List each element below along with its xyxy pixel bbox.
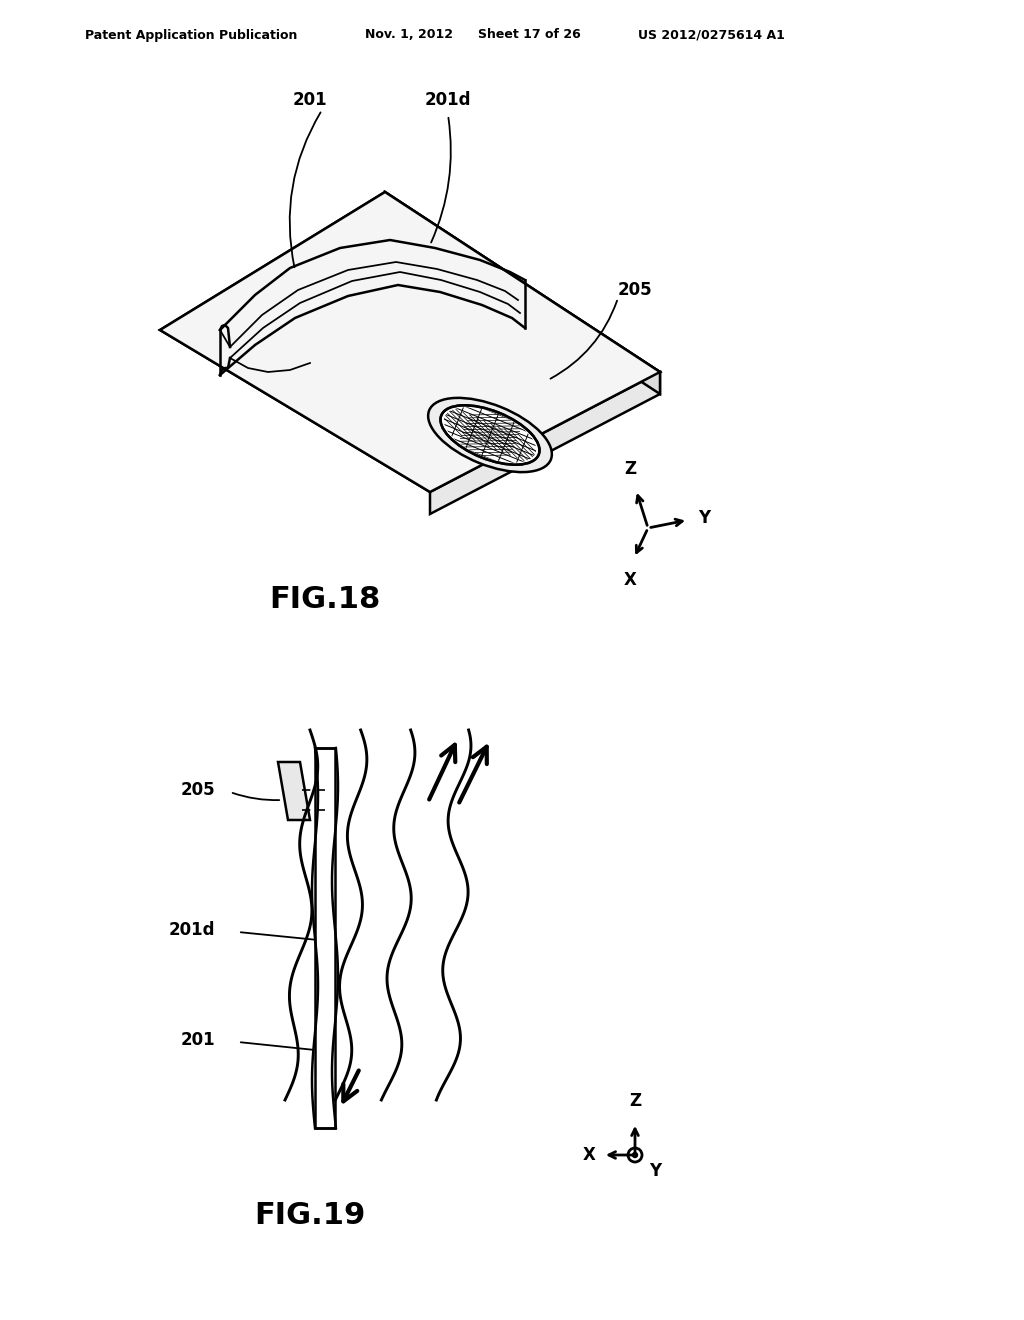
Text: 201: 201: [293, 91, 328, 110]
Text: Nov. 1, 2012: Nov. 1, 2012: [365, 29, 453, 41]
Text: 201d: 201d: [425, 91, 471, 110]
Text: Y: Y: [698, 510, 710, 527]
Text: US 2012/0275614 A1: US 2012/0275614 A1: [638, 29, 784, 41]
Text: 201: 201: [180, 1031, 215, 1049]
Ellipse shape: [440, 405, 540, 465]
Text: FIG.19: FIG.19: [254, 1200, 366, 1229]
Text: FIG.18: FIG.18: [269, 586, 381, 615]
Text: 201d: 201d: [169, 921, 215, 939]
Ellipse shape: [428, 397, 552, 473]
Text: X: X: [624, 572, 637, 589]
Polygon shape: [315, 748, 335, 1129]
Polygon shape: [385, 191, 660, 393]
Text: 205: 205: [618, 281, 652, 300]
Polygon shape: [160, 191, 660, 492]
Polygon shape: [278, 762, 310, 820]
Polygon shape: [160, 191, 660, 492]
Text: X: X: [583, 1146, 595, 1164]
Text: Y: Y: [649, 1162, 662, 1180]
Circle shape: [633, 1152, 638, 1158]
Text: Z: Z: [624, 459, 636, 478]
Ellipse shape: [444, 408, 536, 462]
Text: Sheet 17 of 26: Sheet 17 of 26: [478, 29, 581, 41]
Text: Patent Application Publication: Patent Application Publication: [85, 29, 297, 41]
Text: Z: Z: [629, 1092, 641, 1110]
Text: 205: 205: [180, 781, 215, 799]
Polygon shape: [430, 372, 660, 513]
